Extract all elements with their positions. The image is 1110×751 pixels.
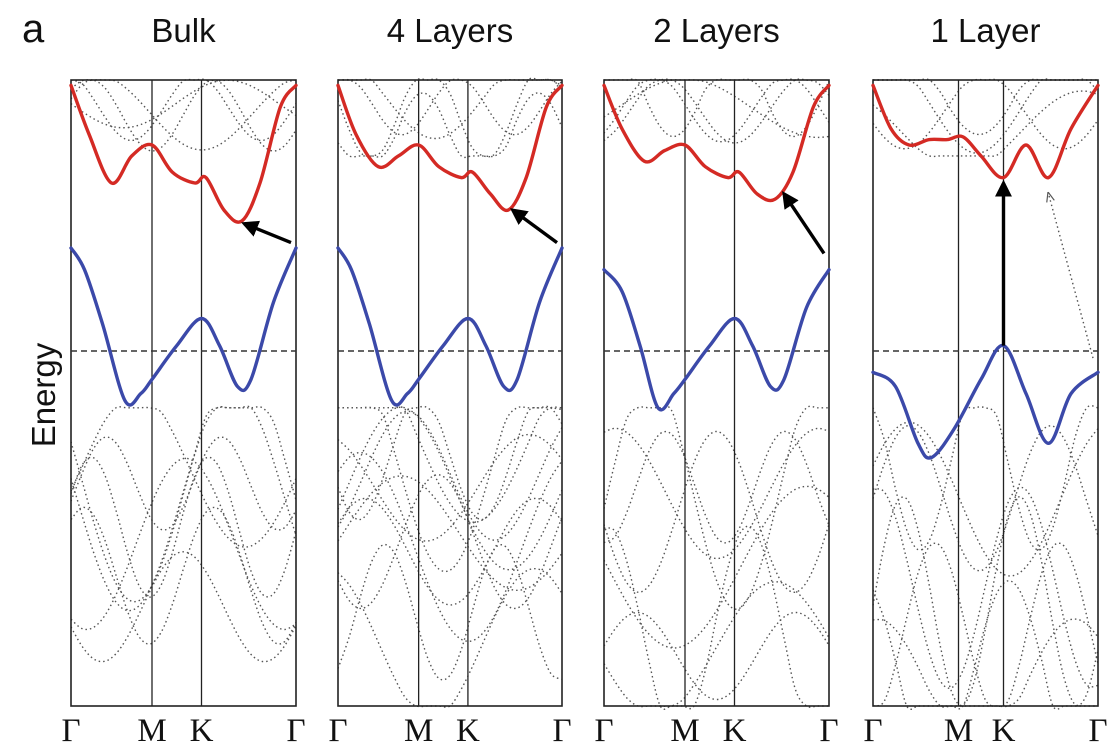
conduction-band-line: [69, 83, 298, 224]
x-tick-label: M: [404, 713, 433, 749]
x-tick-label: Γ: [863, 713, 882, 749]
valence-band-line: [602, 268, 831, 412]
conduction-band-line: [602, 83, 831, 203]
background-band-line: [872, 90, 1099, 158]
background-band-line: [872, 78, 1099, 150]
panel-2: 4 Layers Γ M K Γ: [328, 12, 571, 749]
background-band-line: [337, 567, 563, 708]
panel-title: Bulk: [151, 12, 216, 49]
background-band-line: [337, 475, 563, 592]
background-band-line: [603, 78, 830, 144]
background-band-line: [603, 430, 830, 544]
plot-frame: [337, 79, 563, 707]
panel-title: 2 Layers: [653, 12, 780, 49]
background-band-line: [70, 406, 297, 603]
background-band-line: [872, 78, 1098, 136]
background-band-line: [337, 406, 563, 523]
background-band-line: [603, 78, 830, 138]
background-band-line: [337, 410, 563, 541]
background-band-line: [70, 405, 297, 612]
background-band-line: [70, 551, 297, 663]
plot-frame: [70, 79, 297, 707]
background-band-line: [337, 433, 563, 542]
conduction-band-line: [871, 83, 1100, 180]
x-tick-label: M: [137, 713, 166, 749]
transition-arrow: [782, 190, 826, 255]
background-band-line: [872, 405, 1099, 551]
x-tick-label: M: [670, 713, 699, 749]
x-tick-label: Γ: [819, 713, 838, 749]
background-band-line: [70, 456, 297, 598]
background-band-line: [70, 406, 297, 548]
background-band-line: [337, 78, 563, 136]
background-band-line: [337, 451, 563, 643]
x-tick-label: Γ: [61, 713, 80, 749]
background-band-line: [337, 77, 563, 158]
background-band-line: [337, 474, 563, 610]
background-band-line: [337, 497, 563, 606]
background-band-line: [872, 580, 1098, 710]
valence-band-line: [336, 246, 564, 407]
background-band-line: [872, 486, 1099, 689]
transition-arrow: [241, 220, 292, 245]
x-tick-label: Γ: [1088, 713, 1107, 749]
background-band-line: [872, 421, 1099, 577]
background-band-line: [70, 436, 297, 531]
background-band-line: [603, 611, 830, 701]
background-band-line: [70, 79, 297, 151]
background-band-line: [337, 406, 563, 571]
x-tick-label: K: [190, 713, 214, 749]
background-bands: [872, 78, 1099, 710]
x-tick-label: Γ: [286, 713, 305, 749]
background-bands: [70, 78, 297, 663]
x-tick-label: K: [456, 713, 480, 749]
background-band-line: [872, 618, 1099, 708]
panel-4: 1 Layer Γ M K Γ: [863, 12, 1107, 749]
background-band-line: [70, 78, 297, 142]
background-band-line: [872, 496, 1099, 707]
background-band-line: [70, 79, 297, 129]
background-band-line: [337, 92, 563, 159]
background-band-line: [603, 405, 829, 610]
valence-band-line: [871, 343, 1100, 460]
plot-frame: [872, 79, 1099, 707]
background-band-line: [603, 79, 830, 139]
indirect-transition-arrow: [1049, 194, 1094, 359]
x-tick-label: Γ: [552, 713, 571, 749]
panel-letter: a: [22, 7, 45, 51]
background-band-line: [603, 427, 830, 560]
background-band-line: [872, 78, 1099, 154]
background-band-line: [603, 485, 830, 649]
x-tick-label: K: [723, 713, 747, 749]
background-band-line: [70, 506, 297, 645]
panel-title: 1 Layer: [930, 12, 1040, 49]
background-band-line: [337, 78, 563, 140]
background-band-line: [70, 79, 297, 152]
y-axis-label: Energy: [25, 342, 62, 447]
transition-arrow: [509, 208, 559, 244]
background-band-line: [337, 543, 563, 681]
panel-1: Bulk Γ M K Γ: [61, 12, 305, 749]
background-band-line: [603, 525, 829, 710]
panel-3: 2 Layers Γ M K Γ: [594, 12, 838, 749]
background-band-line: [603, 430, 830, 593]
background-band-line: [603, 581, 830, 708]
plot-frame: [603, 79, 830, 707]
panel-title: 4 Layers: [387, 12, 514, 49]
x-tick-label: Γ: [594, 713, 613, 749]
x-tick-label: K: [992, 713, 1016, 749]
background-band-line: [337, 406, 563, 573]
x-tick-label: M: [944, 713, 973, 749]
x-tick-label: Γ: [328, 713, 347, 749]
valence-band-line: [69, 246, 298, 407]
conduction-band-line: [336, 83, 564, 213]
background-band-line: [603, 78, 830, 143]
background-band-line: [70, 457, 297, 631]
